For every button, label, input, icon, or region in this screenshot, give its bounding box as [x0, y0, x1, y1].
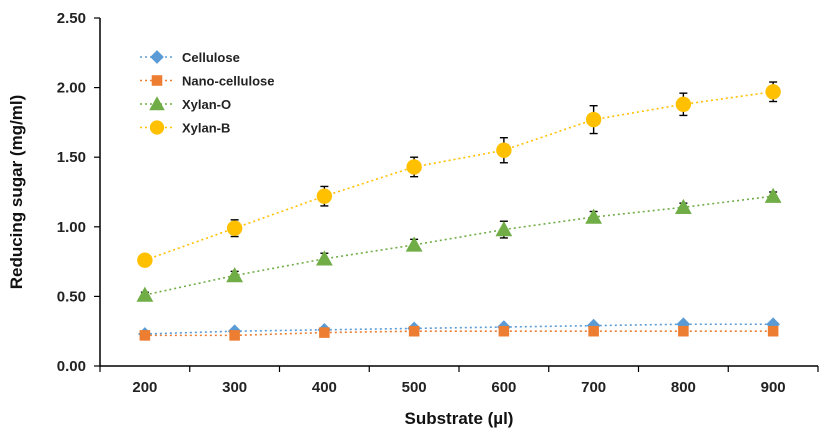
series-line: [144, 90, 774, 261]
data-point: [585, 111, 602, 128]
legend-label: Xylan-O: [182, 97, 231, 112]
data-point: [764, 187, 782, 203]
y-tick-label: 0.00: [57, 358, 86, 375]
data-point: [585, 208, 603, 224]
data-point: [136, 286, 154, 302]
data-point: [676, 317, 691, 332]
data-point: [678, 325, 689, 337]
data-point: [674, 198, 692, 215]
y-tick-label: 2.50: [57, 10, 86, 27]
data-point: [229, 330, 240, 341]
legend-item: Nano-cellulose: [140, 74, 274, 89]
x-tick-label: 200: [132, 379, 157, 396]
y-tick-label: 1.00: [57, 219, 86, 236]
y-tick-label: 1.50: [57, 149, 86, 166]
x-tick-label: 800: [671, 379, 696, 396]
legend-marker: [150, 50, 164, 64]
x-tick-label: 700: [581, 379, 606, 396]
legend: Cellulose Nano-cellulose Xylan-O Xylan-B: [140, 50, 274, 136]
data-point: [765, 84, 781, 100]
axes: 0.00 0.50 1.00 1.50 2.00 2.50 200 300 400 500 600 7…: [57, 10, 819, 396]
legend-label: Cellulose: [182, 50, 240, 65]
data-point: [586, 318, 601, 333]
data-point: [766, 317, 780, 332]
data-point: [588, 325, 599, 337]
x-axis-title: Substrate (µl): [405, 409, 514, 428]
data-point: [137, 252, 153, 268]
data-point: [495, 221, 513, 237]
series-line: [144, 195, 774, 296]
data-point: [496, 142, 512, 158]
series-nano-cellulose: [139, 325, 779, 341]
data-point: [406, 159, 422, 175]
legend-marker: [149, 96, 165, 111]
x-tick-label: 400: [312, 379, 337, 396]
data-point: [405, 236, 423, 252]
data-point: [498, 325, 510, 337]
x-tick-label: 500: [402, 379, 427, 396]
data-point: [408, 325, 420, 337]
legend-item: Xylan-O: [140, 96, 231, 112]
data-point: [226, 220, 243, 236]
data-point: [315, 250, 333, 266]
legend-item: Xylan-B: [140, 120, 230, 136]
legend-marker: [151, 75, 163, 86]
legend-marker: [149, 120, 165, 135]
x-tick-label: 300: [222, 379, 247, 396]
legend-label: Xylan-B: [182, 121, 230, 136]
y-axis-title: Reducing sugar (mg/ml): [7, 95, 26, 290]
x-tick-label: 900: [761, 379, 786, 396]
series-xylan-b: [137, 81, 781, 268]
series-xylan-o: [136, 187, 782, 302]
data-point: [675, 96, 692, 113]
y-tick-label: 0.50: [57, 288, 86, 305]
data-point: [226, 267, 244, 283]
data-point: [767, 325, 779, 337]
data-point: [319, 327, 330, 338]
y-tick-label: 2.00: [57, 80, 86, 97]
data-point: [139, 330, 151, 341]
legend-item: Cellulose: [140, 50, 240, 65]
x-tick-label: 600: [491, 379, 516, 396]
legend-label: Nano-cellulose: [182, 74, 274, 89]
data-point: [316, 188, 333, 204]
series-layer: [136, 81, 782, 341]
